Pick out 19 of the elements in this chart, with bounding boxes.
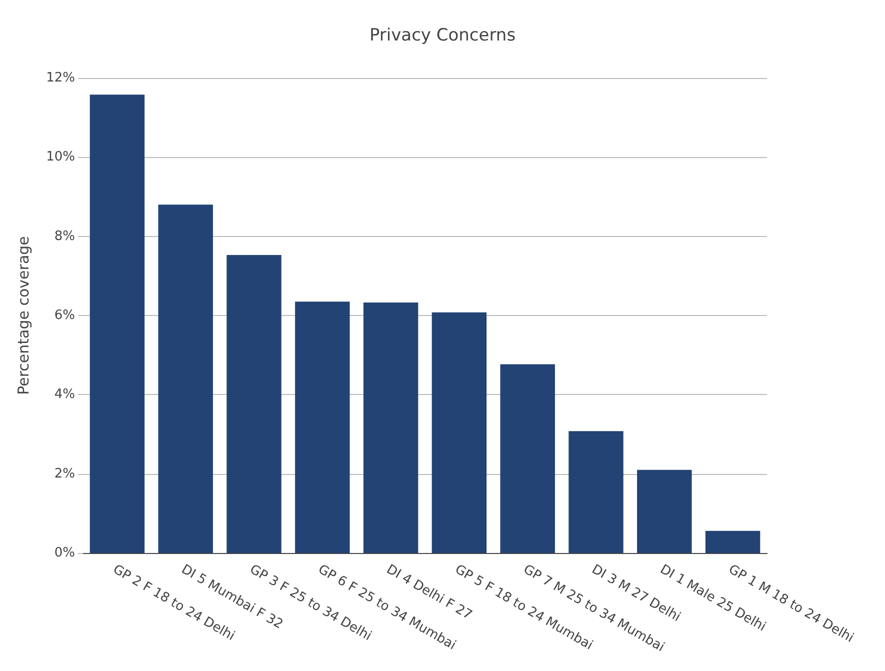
y-axis-title: Percentage coverage xyxy=(14,236,32,395)
bar xyxy=(705,530,760,553)
y-tick-label: 10% xyxy=(46,150,75,165)
bar xyxy=(363,302,418,553)
y-tick-label: 2% xyxy=(54,466,75,482)
bar xyxy=(500,364,555,553)
bar xyxy=(637,470,692,553)
chart-title: Privacy Concerns xyxy=(369,26,516,46)
y-tick-label: 6% xyxy=(54,308,75,323)
y-tick-label: 4% xyxy=(54,387,75,402)
bar xyxy=(226,254,282,553)
y-tick-label: 8% xyxy=(54,228,75,244)
bar xyxy=(295,302,350,553)
bar xyxy=(90,94,145,553)
y-tick-label: 0% xyxy=(54,546,75,560)
y-tick-label: 12% xyxy=(46,70,75,86)
bar xyxy=(568,431,624,553)
bar xyxy=(432,312,487,553)
bar xyxy=(158,204,213,553)
